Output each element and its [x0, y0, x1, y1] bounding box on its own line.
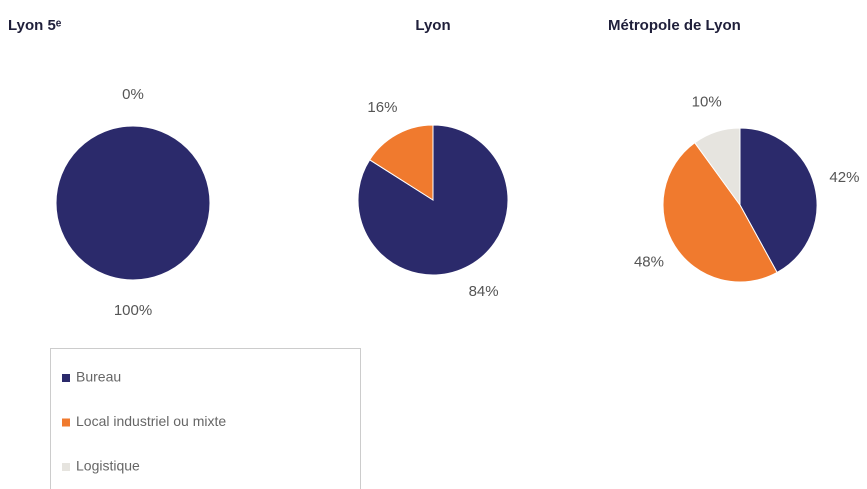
- slice-label: 100%: [114, 302, 152, 319]
- legend-label: Logistique: [76, 458, 140, 474]
- legend-swatch: [62, 374, 70, 382]
- legend-box: [50, 348, 361, 489]
- legend-swatch: [62, 418, 70, 427]
- slice-label: 16%: [367, 99, 397, 116]
- pie-slice: [694, 127, 741, 207]
- slice-label: 48%: [634, 254, 664, 271]
- slice-label: 42%: [829, 169, 859, 186]
- slice-label: 84%: [469, 283, 499, 300]
- pie-slice: [368, 124, 434, 201]
- legend-swatch: [62, 463, 70, 471]
- chart-title: Lyon: [415, 17, 450, 34]
- pie-slice: [739, 127, 818, 274]
- chart-title: Métropole de Lyon: [608, 17, 741, 34]
- legend-label: Bureau: [76, 369, 121, 385]
- legend-label: Local industriel ou mixte: [76, 413, 226, 429]
- pie-slice: [662, 142, 778, 283]
- slice-label: 0%: [122, 86, 144, 103]
- chart-title: Lyon 5ᵉ: [8, 17, 62, 34]
- pie-slice: [55, 125, 211, 281]
- slice-label: 10%: [692, 93, 722, 110]
